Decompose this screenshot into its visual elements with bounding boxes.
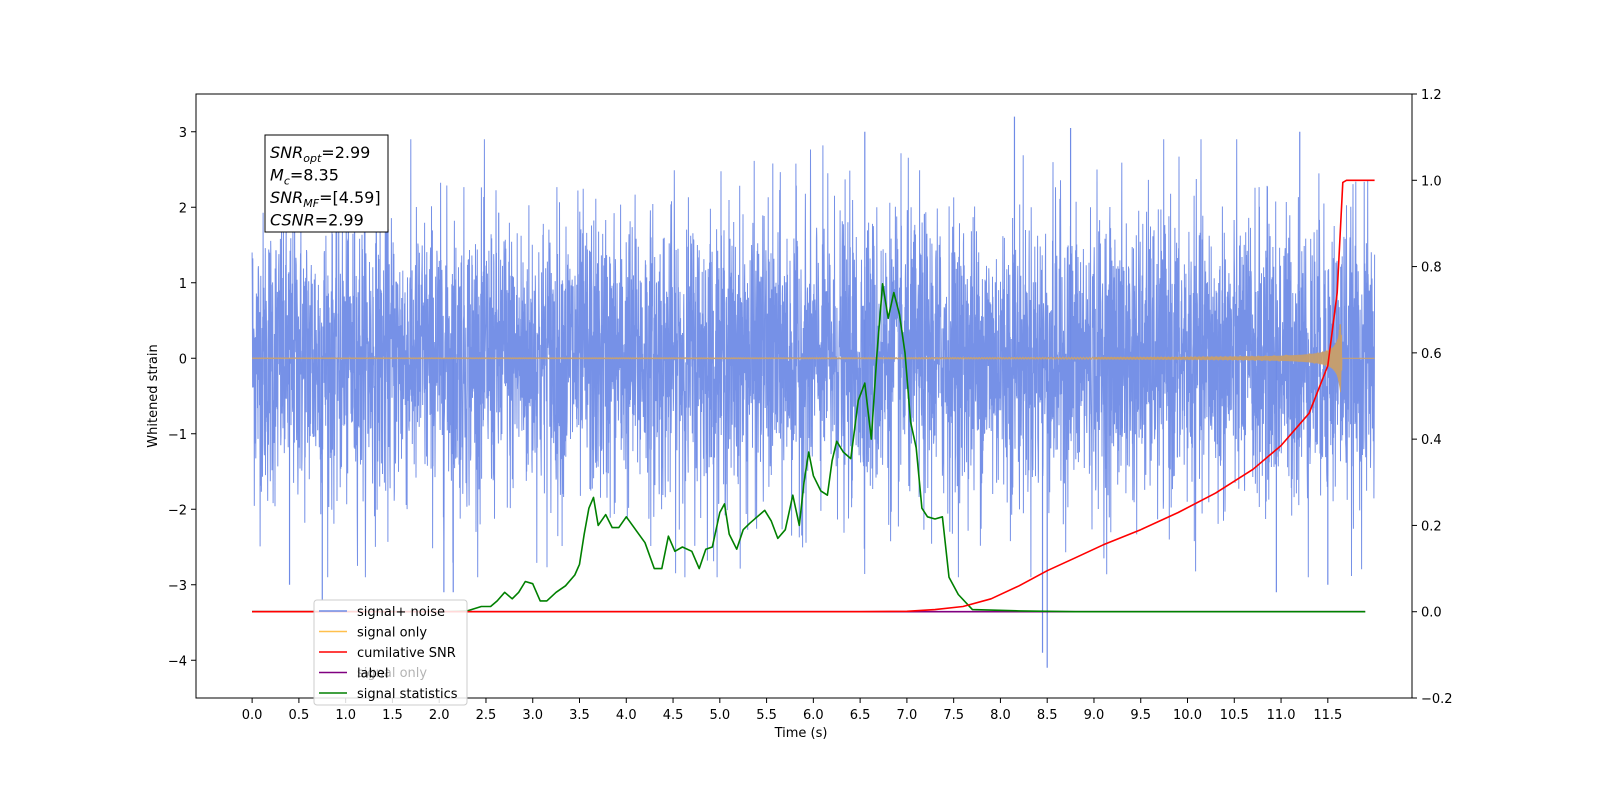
series-cumulative-snr [252,179,1375,613]
y-tick-label-5: 1 [179,277,187,292]
annotation-line-3: CSNR=2.99 [270,211,364,230]
x-tick-label-12: 6.0 [803,708,824,723]
y-tick-label-0: −4 [168,654,187,669]
annotation-box-border [264,134,389,233]
x-tick-label-18: 9.0 [1084,708,1105,723]
x-tick-label-0: 0.0 [242,708,263,723]
x-tick-label-20: 10.0 [1173,708,1202,723]
x-tick-label-22: 11.0 [1267,708,1296,723]
y-tick-label-7: 3 [179,126,187,141]
y2-tick-label-1: 0.0 [1421,606,1442,621]
signal-only-envelope [1094,324,1342,393]
y-tick-label-4: 0 [179,352,187,367]
y2-tick-label-0: −0.2 [1421,692,1453,707]
plot-area [251,116,1376,668]
y2-tick-label-5: 0.8 [1421,261,1442,276]
plot-frame [195,93,1413,699]
y-axis-left: −4 −3 −2 −1 0 1 2 3 [168,126,196,669]
x-tick-label-6: 3.0 [522,708,543,723]
legend-label-0: signal+ noise [357,605,445,620]
y-axis-right: −0.2 0.0 0.2 0.4 0.6 0.8 1.0 1.2 [1412,88,1453,707]
x-tick-label-2: 1.0 [335,708,356,723]
y2-tick-label-4: 0.6 [1421,347,1442,362]
x-tick-label-4: 2.0 [429,708,450,723]
y-tick-label-3: −1 [168,428,187,443]
legend-label-1: signal only [357,626,427,641]
x-axis-title: Time (s) [774,726,828,741]
x-tick-label-17: 8.5 [1037,708,1058,723]
x-tick-label-7: 3.5 [569,708,590,723]
y2-tick-label-7: 1.2 [1421,88,1442,103]
legend-box [313,599,468,706]
legend-label-3: label [357,667,388,682]
annotation-line-2: SNRMF=[4.59] [270,188,381,210]
legend: signal+ noise signal only cumilative SNR la… [313,599,468,706]
x-tick-label-14: 7.0 [897,708,918,723]
x-tick-label-16: 8.0 [990,708,1011,723]
x-tick-label-5: 2.5 [476,708,497,723]
y-tick-label-2: −2 [168,503,187,518]
x-tick-label-11: 5.5 [756,708,777,723]
y2-tick-label-3: 0.4 [1421,433,1442,448]
annotation-line-0: SNRopt=2.99 [270,143,370,165]
legend-label-4: signal statistics [357,687,458,702]
x-tick-label-13: 6.5 [850,708,871,723]
series-signal-statistics [252,283,1366,613]
annotation-line-1: Mc=8.35 [270,166,339,188]
plot-series [251,116,1376,668]
x-tick-label-1: 0.5 [289,708,310,723]
x-tick-label-23: 11.5 [1313,708,1342,723]
y2-tick-label-6: 1.0 [1421,174,1442,189]
y-tick-label-1: −3 [168,579,187,594]
x-tick-label-15: 7.5 [943,708,964,723]
x-tick-label-3: 1.5 [382,708,403,723]
legend-label-2: cumilative SNR [357,646,456,661]
x-tick-label-21: 10.5 [1220,708,1249,723]
x-tick-label-9: 4.5 [663,708,684,723]
y2-tick-label-2: 0.2 [1421,519,1442,534]
series-signal-noise [251,139,1376,578]
x-tick-label-8: 4.0 [616,708,637,723]
x-tick-label-10: 5.0 [709,708,730,723]
legend-overlap-text: signal only [357,666,427,681]
y-tick-label-6: 2 [179,201,187,216]
x-axis: 0.0 0.5 1.0 1.5 2.0 2.5 3.0 3.5 4.0 4.5 5.0 5.5 6.0 6… [242,698,1342,723]
y-axis-title: Whitened strain [146,344,161,447]
x-tick-label-19: 9.5 [1130,708,1151,723]
